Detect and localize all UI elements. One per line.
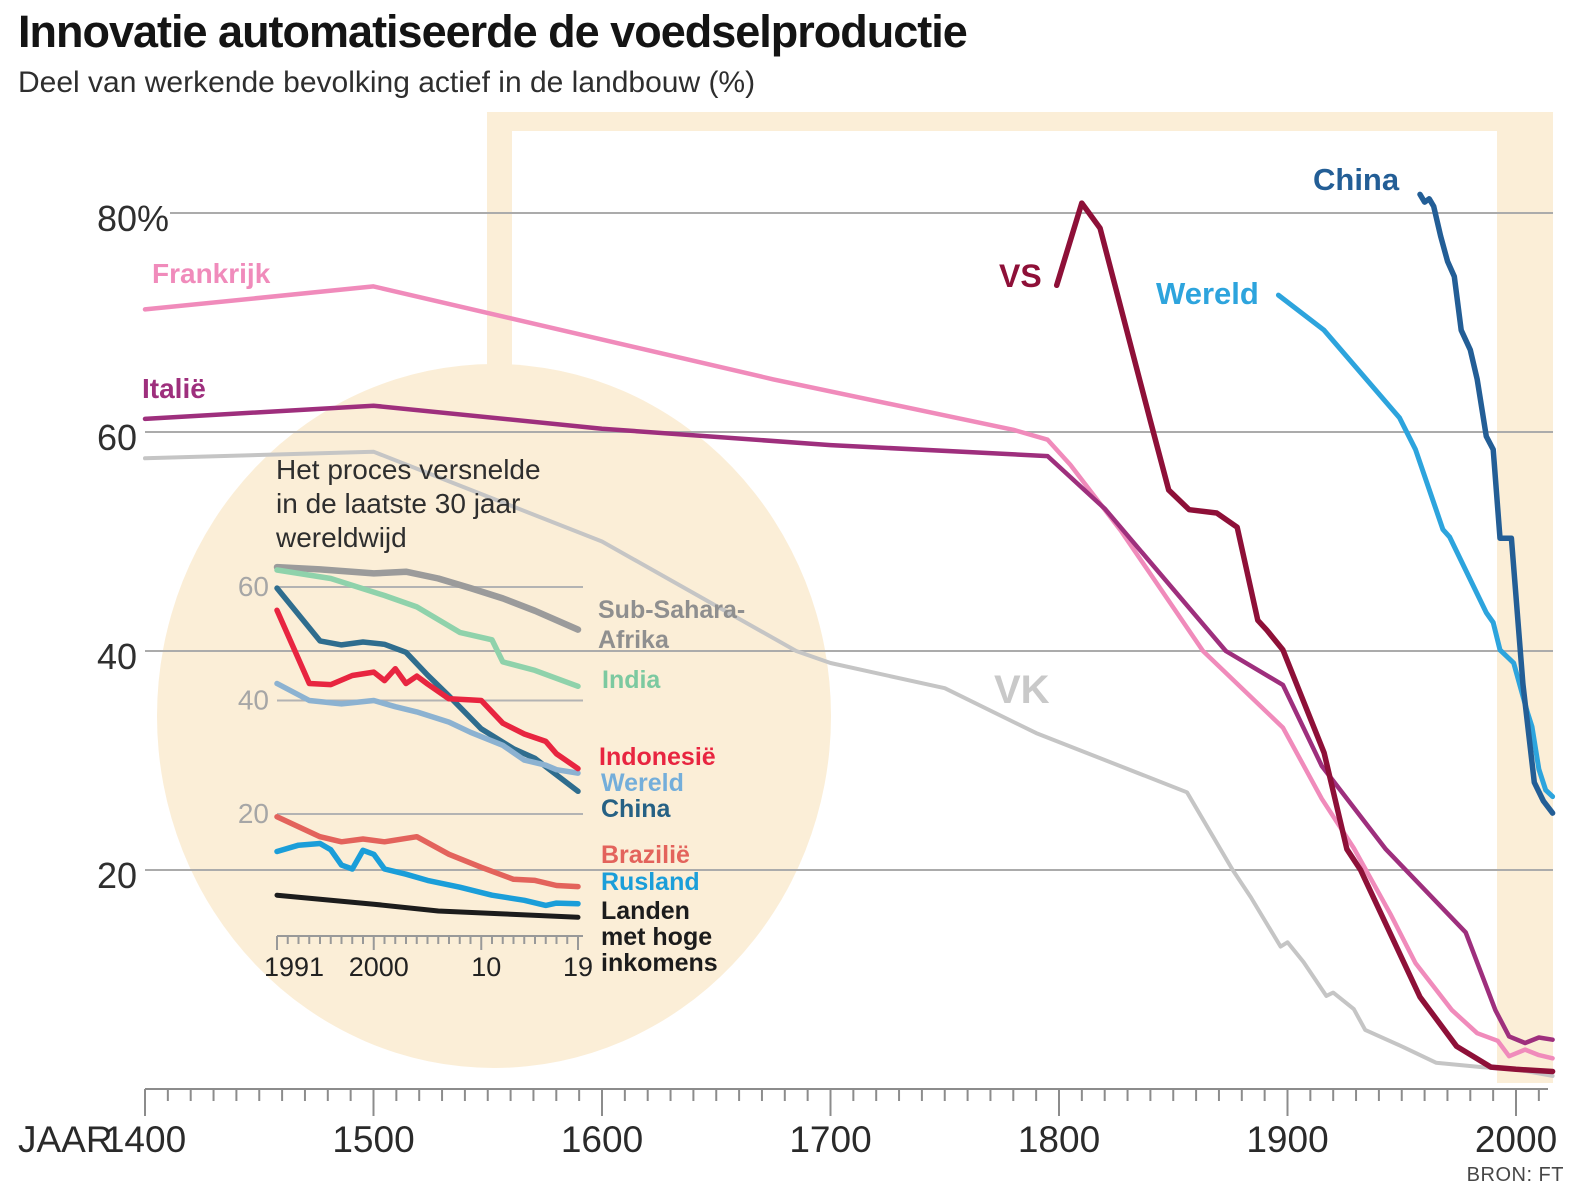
series-label-china: China bbox=[1313, 162, 1400, 197]
y-axis-label-60: 60 bbox=[97, 417, 137, 458]
inset-series-label-sub_sahara-2: Afrika bbox=[598, 626, 670, 654]
inset-series-label-india: India bbox=[602, 666, 661, 694]
y-axis-label-80: 80% bbox=[97, 198, 169, 239]
highlight-band-recent-years bbox=[1497, 112, 1553, 1083]
inset-line-brazilie bbox=[274, 814, 581, 890]
inset-x-axis-label-2010: 10 bbox=[471, 952, 501, 982]
line-vs bbox=[1053, 200, 1556, 1075]
x-axis-label-1600: 1600 bbox=[561, 1119, 643, 1160]
inset-note-line-3: wereldwijd bbox=[275, 522, 407, 553]
inset-line-hoge_inkomens bbox=[274, 892, 581, 920]
inset-note-line-1: Het proces versnelde bbox=[276, 454, 541, 485]
x-axis-label-2000: 2000 bbox=[1475, 1119, 1557, 1160]
inset-x-axis-label-2000: 2000 bbox=[349, 952, 409, 982]
inset-x-axis-label-2019: 19 bbox=[563, 952, 593, 982]
series-label-frankrijk: Frankrijk bbox=[152, 258, 271, 289]
line-frankrijk bbox=[142, 284, 1555, 1061]
line-china bbox=[1417, 191, 1556, 816]
x-axis-label-1800: 1800 bbox=[1018, 1119, 1100, 1160]
line-vk bbox=[143, 449, 1555, 1078]
inset-series-label-rusland: Rusland bbox=[601, 868, 700, 896]
x-axis-label-1400: 1400 bbox=[104, 1119, 186, 1160]
source-credit: BRON: FT bbox=[1466, 1164, 1564, 1186]
x-axis-label-1500: 1500 bbox=[332, 1119, 414, 1160]
y-axis-label-40: 40 bbox=[97, 636, 137, 677]
inset-series-label-china: China bbox=[601, 795, 672, 823]
line-italie bbox=[142, 403, 1555, 1046]
inset-x-axis-label-1991: 1991 bbox=[264, 952, 324, 982]
inset-series-label-hoge_inkomens-3: inkomens bbox=[601, 949, 718, 977]
x-axis-label-1900: 1900 bbox=[1246, 1119, 1328, 1160]
inset-line-indonesie bbox=[274, 607, 581, 772]
inset-y-axis-label-60: 60 bbox=[238, 571, 269, 602]
series-label-vk: VK bbox=[994, 668, 1050, 712]
inset-line-india bbox=[274, 567, 581, 690]
inset-series-label-hoge_inkomens-2: met hoge bbox=[601, 923, 712, 951]
page-subtitle: Deel van werkende bevolking actief in de… bbox=[18, 66, 756, 99]
y-axis-label-20: 20 bbox=[97, 855, 137, 896]
page-title: Innovatie automatiseerde de voedselprodu… bbox=[18, 6, 968, 57]
highlight-connector-top bbox=[487, 112, 1553, 131]
x-axis-unit-label: JAAR bbox=[18, 1119, 113, 1160]
line-wereld bbox=[1275, 292, 1556, 800]
inset-line-wereld bbox=[274, 680, 581, 776]
inset-series-label-brazilie: Brazilië bbox=[601, 841, 690, 869]
series-label-wereld: Wereld bbox=[1156, 276, 1259, 311]
inset-line-rusland bbox=[274, 840, 581, 909]
inset-line-sub_sahara bbox=[273, 563, 582, 633]
inset-y-axis-label-20: 20 bbox=[238, 798, 269, 829]
x-axis-label-1700: 1700 bbox=[789, 1119, 871, 1160]
inset-series-label-sub_sahara-1: Sub-Sahara- bbox=[598, 596, 745, 624]
inset-y-axis-label-40: 40 bbox=[238, 685, 269, 716]
inset-series-label-wereld: Wereld bbox=[601, 769, 684, 797]
inset-note-line-2: in de laatste 30 jaar bbox=[276, 488, 520, 519]
inset-series-label-indonesie: Indonesië bbox=[599, 743, 716, 771]
inset-line-china bbox=[274, 585, 581, 795]
series-label-italie: Italië bbox=[142, 373, 206, 404]
inset-series-label-hoge_inkomens-1: Landen bbox=[601, 897, 690, 925]
series-label-vs: VS bbox=[999, 258, 1042, 294]
